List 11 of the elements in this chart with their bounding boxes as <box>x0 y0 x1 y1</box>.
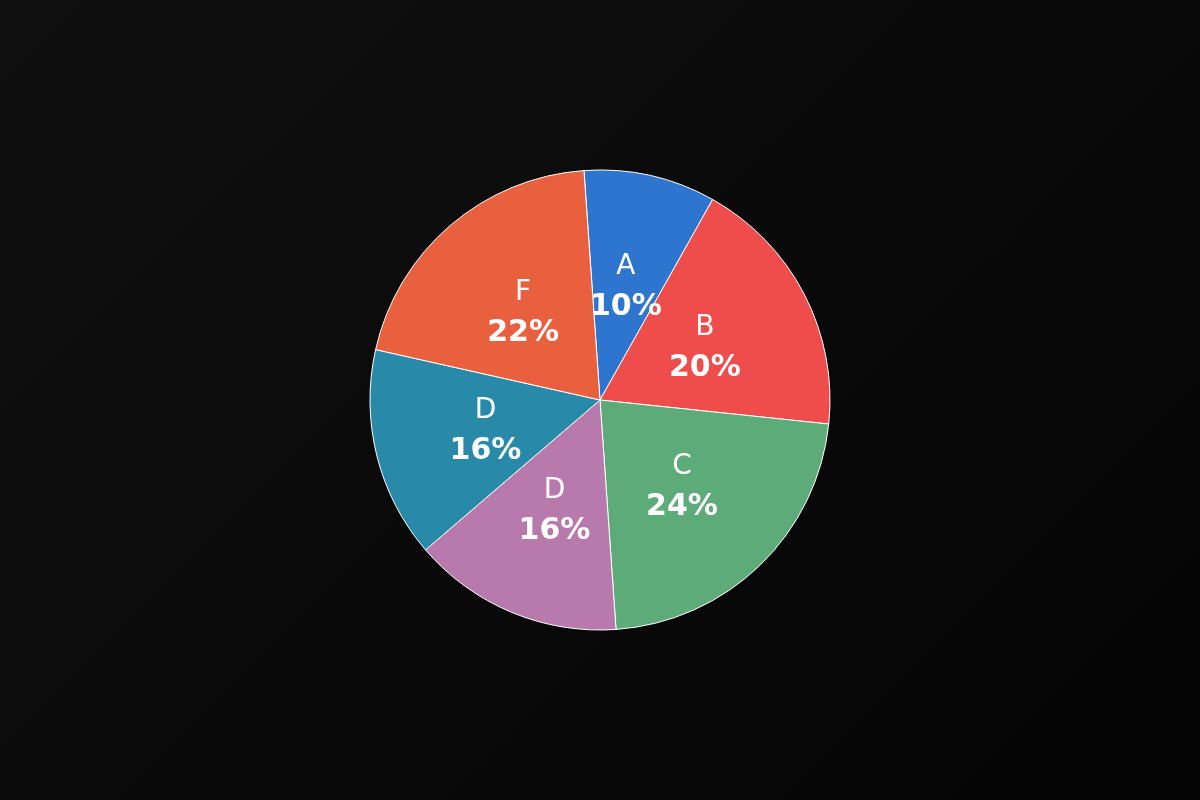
slice-label: C <box>672 448 692 482</box>
slice-label: F <box>515 274 532 307</box>
data-label: 16% <box>518 511 591 547</box>
data-label: 24% <box>646 487 718 523</box>
slice-label: D <box>543 472 566 506</box>
slice-label: D <box>474 392 497 426</box>
data-label: 20% <box>668 348 741 384</box>
data-label: 16% <box>449 431 522 467</box>
slice-label: B <box>695 309 715 343</box>
data-label: 22% <box>487 313 560 348</box>
slice-label: A <box>616 248 636 282</box>
